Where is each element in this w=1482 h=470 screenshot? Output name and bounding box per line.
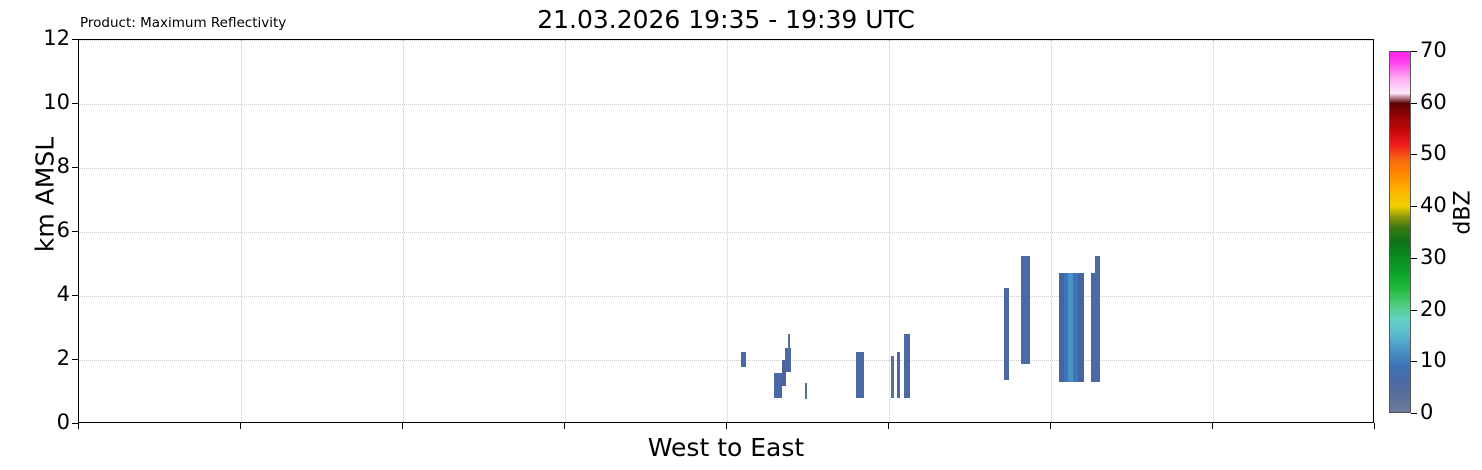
colorbar-tick-mark	[1411, 154, 1417, 156]
reflectivity-bar	[741, 352, 746, 368]
gridline-horizontal	[79, 104, 1373, 105]
y-tick-mark	[72, 359, 78, 360]
gridline-horizontal	[79, 232, 1373, 233]
reflectivity-bar	[1091, 272, 1100, 382]
reflectivity-bar	[788, 334, 790, 354]
reflectivity-bar	[1073, 272, 1078, 382]
reflectivity-bar	[1059, 272, 1064, 382]
colorbar-tick-mark	[1411, 206, 1417, 208]
page-title: 21.03.2026 19:35 - 19:39 UTC	[537, 5, 915, 34]
product-label: Product: Maximum Reflectivity	[80, 15, 287, 31]
reflectivity-bar	[904, 334, 910, 398]
x-axis-label: West to East	[647, 433, 805, 462]
x-tick-mark	[240, 423, 241, 429]
reflectivity-bar	[782, 360, 786, 387]
x-tick-mark	[726, 423, 727, 429]
colorbar-tick-mark	[1411, 257, 1417, 259]
reflectivity-bar	[805, 383, 807, 400]
gridline-horizontal	[79, 168, 1373, 169]
colorbar-tick-mark	[1411, 361, 1417, 363]
y-tick-mark	[72, 231, 78, 232]
colorbar-tick-label: 30	[1420, 244, 1447, 269]
colorbar-label: dBZ	[1450, 190, 1476, 235]
colorbar	[1389, 51, 1411, 413]
reflectivity-bar	[1004, 288, 1009, 380]
reflectivity-bar	[1078, 272, 1084, 382]
y-tick-label: 2	[56, 346, 70, 370]
gridline-vertical	[727, 40, 728, 422]
colorbar-tick-mark	[1411, 102, 1417, 104]
x-tick-mark	[888, 423, 889, 429]
y-tick-label: 0	[56, 410, 70, 434]
gridline-horizontal	[79, 40, 1373, 41]
colorbar-tick-label: 40	[1420, 193, 1447, 218]
colorbar-tick-label: 70	[1420, 38, 1447, 62]
reflectivity-bar	[1064, 272, 1068, 382]
y-tick-label: 8	[56, 154, 70, 178]
y-tick-label: 12	[43, 26, 70, 50]
gridline-vertical	[403, 40, 404, 422]
reflectivity-bar	[1095, 256, 1100, 277]
gridline-horizontal	[79, 296, 1373, 297]
x-tick-mark	[78, 423, 79, 429]
colorbar-tick-label: 20	[1420, 296, 1447, 321]
reflectivity-bar	[1021, 256, 1030, 365]
y-axis-label: km AMSL	[30, 136, 60, 253]
y-tick-mark	[72, 103, 78, 104]
x-tick-mark	[1050, 423, 1051, 429]
reflectivity-bar	[785, 348, 791, 373]
colorbar-tick-label: 60	[1420, 89, 1447, 114]
x-tick-mark	[1374, 423, 1375, 429]
x-tick-mark	[1212, 423, 1213, 429]
plot-area[interactable]	[78, 39, 1374, 423]
colorbar-tick-mark	[1411, 309, 1417, 311]
gridline-vertical	[241, 40, 242, 422]
colorbar-tick-mark	[1411, 51, 1417, 52]
y-tick-mark	[72, 167, 78, 168]
reflectivity-bar	[774, 373, 782, 398]
reflectivity-bar	[856, 351, 864, 398]
gridline-vertical	[1213, 40, 1214, 422]
y-tick-label: 6	[56, 218, 70, 242]
y-tick-mark	[72, 423, 78, 424]
x-tick-mark	[402, 423, 403, 429]
reflectivity-bar	[1068, 272, 1073, 382]
y-tick-label: 4	[56, 282, 70, 306]
colorbar-tick-label: 10	[1420, 348, 1447, 373]
colorbar-tick-label: 50	[1420, 141, 1447, 166]
gridline-horizontal	[79, 360, 1373, 361]
reflectivity-bar	[897, 352, 900, 398]
y-tick-mark	[72, 295, 78, 296]
gridline-vertical	[565, 40, 566, 422]
colorbar-tick-mark	[1411, 413, 1417, 414]
x-tick-mark	[564, 423, 565, 429]
y-tick-mark	[72, 39, 78, 40]
reflectivity-bar	[891, 356, 894, 398]
gridline-vertical	[1051, 40, 1052, 422]
gridline-vertical	[889, 40, 890, 422]
y-tick-label: 10	[43, 90, 70, 114]
colorbar-tick-label: 0	[1420, 400, 1434, 424]
